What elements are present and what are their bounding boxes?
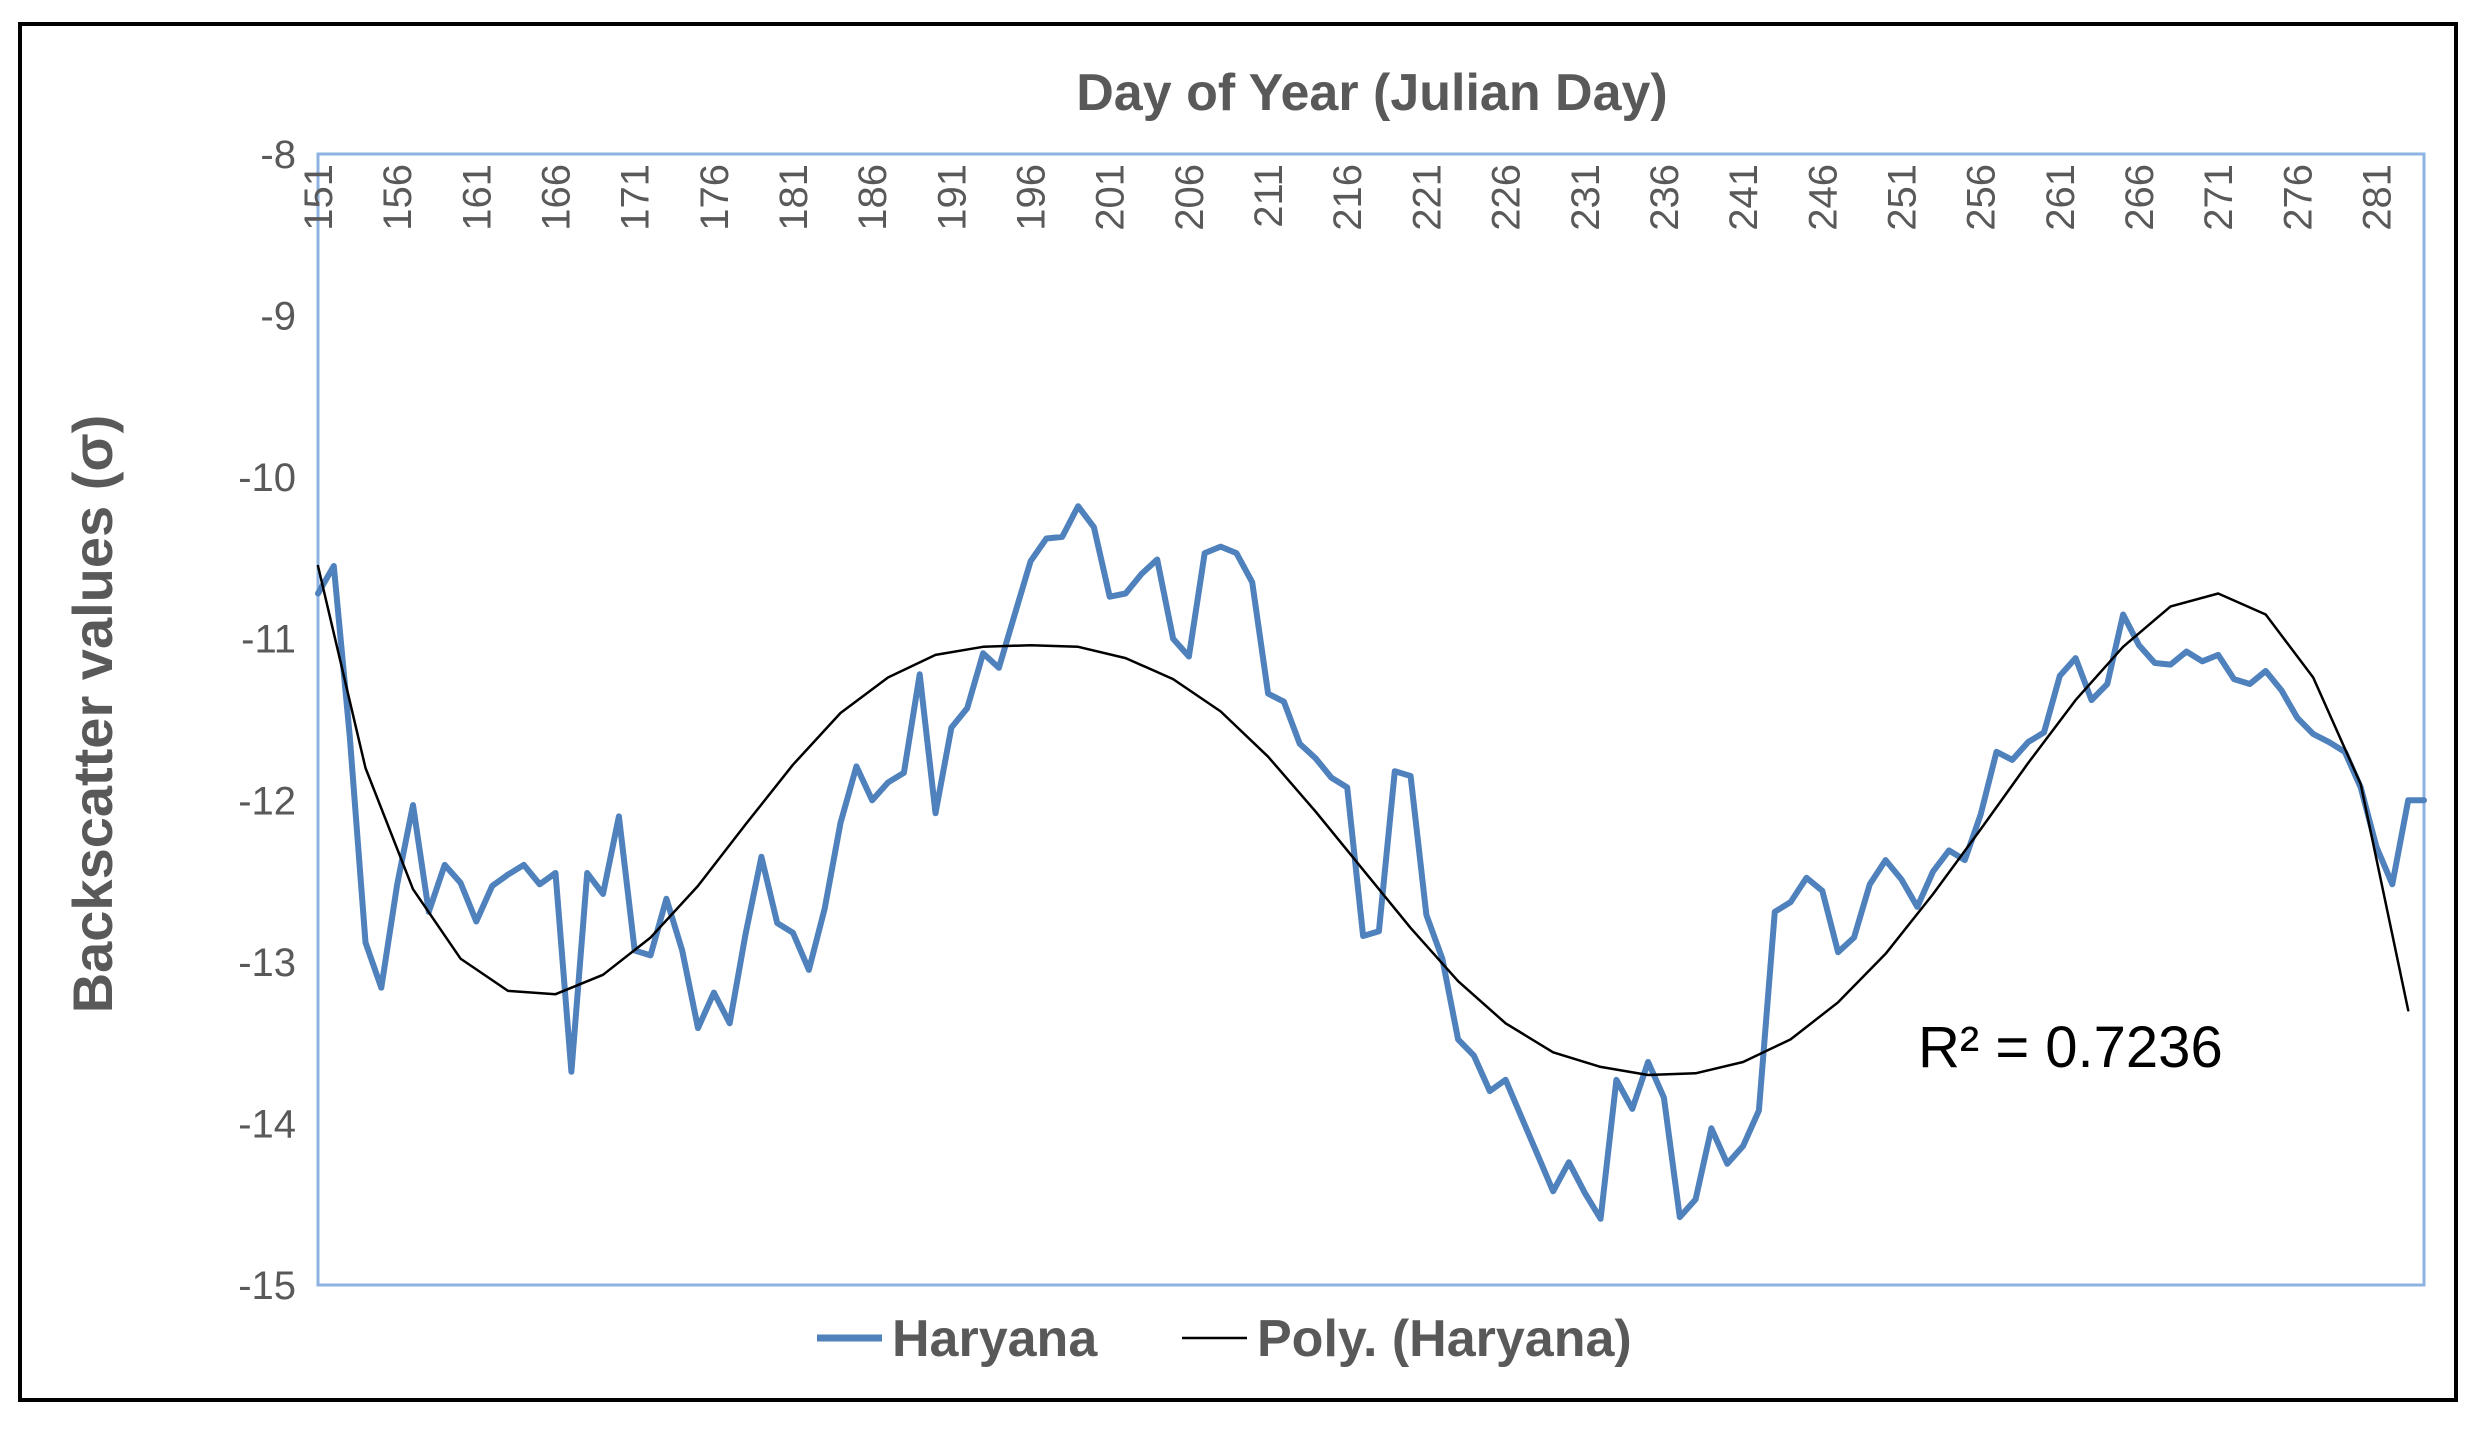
y-tick-label: -11 xyxy=(241,618,296,662)
y-tick-label: -14 xyxy=(238,1102,296,1146)
x-tick-label: 196 xyxy=(1010,164,1054,231)
x-tick-label: 161 xyxy=(455,164,499,231)
series-line-haryana xyxy=(315,503,2427,1222)
x-tick-label: 266 xyxy=(2118,164,2162,231)
x-tick-label: 166 xyxy=(535,164,579,231)
x-tick-label: 176 xyxy=(693,164,737,231)
x-tick-label: 251 xyxy=(1880,164,1924,231)
plot-area xyxy=(316,152,2426,1287)
x-axis-title: Day of Year (Julian Day) xyxy=(1076,64,1668,122)
x-tick-label: 151 xyxy=(297,164,341,231)
r-squared-annotation: R² = 0.7236 xyxy=(1918,1015,2223,1080)
series-layer xyxy=(315,503,2427,1222)
x-tick-label: 231 xyxy=(1564,164,1608,231)
series-line-poly-trend xyxy=(316,564,2410,1077)
y-tick-label: -8 xyxy=(260,133,296,177)
y-tick-label: -15 xyxy=(238,1264,296,1308)
legend-label-haryana: Haryana xyxy=(892,1310,1098,1368)
x-tick-label: 276 xyxy=(2276,164,2320,231)
legend-label-poly: Poly. (Haryana) xyxy=(1257,1310,1632,1368)
chart-svg: Day of Year (Julian Day) Backscatter val… xyxy=(61,64,2427,1368)
x-tick-label: 211 xyxy=(1247,164,1291,228)
x-tick-label: 216 xyxy=(1326,164,1370,231)
chart-frame: Day of Year (Julian Day) Backscatter val… xyxy=(18,22,2458,1402)
x-tick-label: 256 xyxy=(1960,164,2004,231)
x-tick-label: 236 xyxy=(1643,164,1687,231)
x-tick-label: 221 xyxy=(1405,164,1449,231)
x-tick-label: 181 xyxy=(772,164,816,231)
x-tick-label: 201 xyxy=(1089,164,1133,231)
x-tick-label: 171 xyxy=(614,164,658,231)
x-tick-labels: 151 156 161 166 171 176 181 186 191 196 201 206 211 2… xyxy=(297,164,2399,231)
y-tick-labels: -8 -9 -10 -11 -12 -13 -14 -15 xyxy=(238,133,296,1308)
x-tick-label: 206 xyxy=(1168,164,1212,231)
y-tick-label: -10 xyxy=(238,456,296,500)
x-tick-label: 241 xyxy=(1722,164,1766,231)
y-tick-label: -12 xyxy=(238,779,296,823)
y-tick-label: -9 xyxy=(260,295,296,339)
y-tick-label: -13 xyxy=(238,941,296,985)
x-tick-label: 271 xyxy=(2197,164,2241,231)
x-tick-label: 156 xyxy=(376,164,420,231)
x-tick-label: 261 xyxy=(2039,164,2083,231)
x-tick-label: 281 xyxy=(2355,164,2399,231)
x-tick-label: 191 xyxy=(930,164,974,231)
x-tick-label: 186 xyxy=(851,164,895,231)
x-tick-label: 246 xyxy=(1801,164,1845,231)
x-tick-label: 226 xyxy=(1485,164,1529,231)
y-axis-title: Backscatter values (σ) xyxy=(61,415,124,1014)
legend: Haryana Poly. (Haryana) xyxy=(817,1310,1632,1368)
